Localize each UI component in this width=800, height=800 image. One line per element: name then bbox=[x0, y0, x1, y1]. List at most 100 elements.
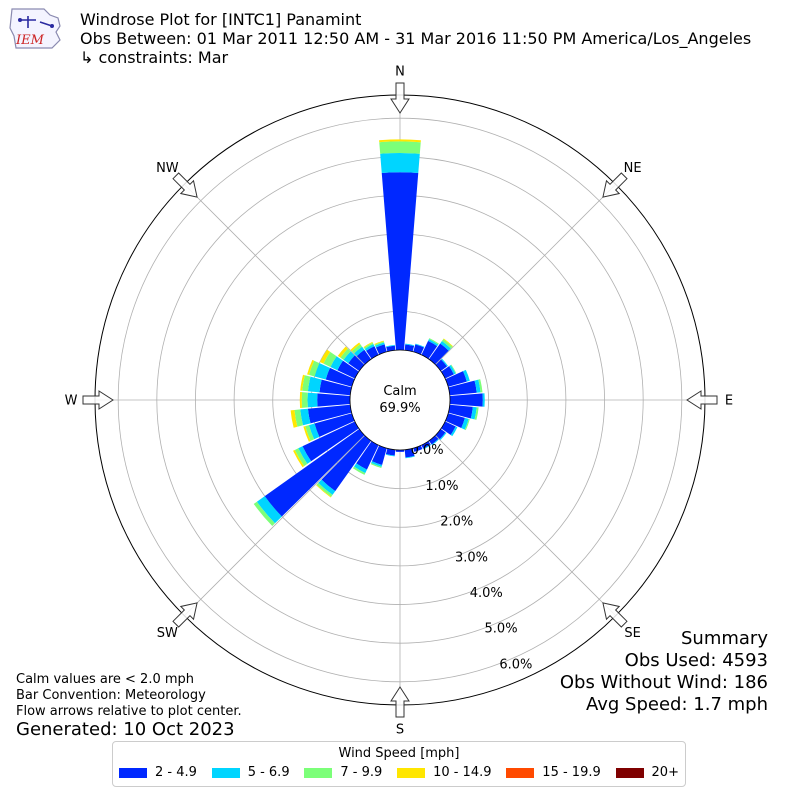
wind-bar-22-0 bbox=[321, 435, 372, 492]
legend-swatch bbox=[506, 767, 535, 778]
flow-arrow bbox=[172, 602, 198, 628]
wind-bar-2-0 bbox=[413, 344, 425, 355]
flow-arrow bbox=[172, 172, 198, 198]
legend-swatch bbox=[615, 767, 644, 778]
wind-bar-6-0 bbox=[441, 366, 454, 379]
grid-spoke bbox=[435, 435, 616, 616]
wind-bar-29-3 bbox=[307, 359, 315, 375]
wind-bar-30-0 bbox=[337, 360, 359, 379]
wind-bar-20-2 bbox=[370, 463, 382, 468]
flow-arrow bbox=[390, 82, 410, 114]
radial-tick-label: 6.0% bbox=[499, 657, 532, 672]
wind-bar-33-1 bbox=[364, 344, 375, 351]
wind-bar-28-0 bbox=[319, 379, 352, 396]
note-calm: Calm values are < 2.0 mph bbox=[16, 672, 195, 687]
wind-bar-8-1 bbox=[474, 379, 481, 393]
generated-date: Generated: 10 Oct 2023 bbox=[16, 719, 235, 740]
wind-bar-28-2 bbox=[302, 375, 311, 392]
chart-subtitle: Obs Between: 01 Mar 2011 12:50 AM - 31 M… bbox=[80, 29, 752, 48]
wind-bar-30-3 bbox=[319, 349, 331, 364]
wind-bar-23-0 bbox=[264, 428, 365, 517]
logo-text: IEM bbox=[15, 33, 45, 48]
legend-label: 2 - 4.9 bbox=[155, 765, 197, 780]
legend-swatch bbox=[304, 767, 333, 778]
flow-arrow bbox=[686, 390, 718, 410]
wind-bar-20-0 bbox=[371, 445, 387, 465]
flow-arrow bbox=[82, 390, 114, 410]
note-arrows: Flow arrows relative to plot center. bbox=[16, 704, 242, 719]
compass-label: SE bbox=[624, 626, 640, 641]
legend-item: 15 - 19.9 bbox=[506, 765, 601, 780]
note-convention: Bar Convention: Meteorology bbox=[16, 688, 206, 703]
wind-bar-2-1 bbox=[415, 343, 425, 348]
wind-bar-7-1 bbox=[463, 369, 470, 382]
wind-bar-4-0 bbox=[428, 343, 449, 365]
wind-bar-33-0 bbox=[366, 346, 379, 359]
wind-bar-33-2 bbox=[363, 342, 374, 349]
calm-value: 69.9% bbox=[379, 401, 420, 416]
flow-arrows bbox=[82, 82, 718, 718]
wind-bar-22-3 bbox=[316, 484, 332, 498]
wind-bar-19-0 bbox=[385, 448, 396, 456]
wind-bar-17-0 bbox=[404, 448, 415, 458]
wind-bar-32-1 bbox=[354, 346, 365, 357]
wind-bar-1-0 bbox=[404, 344, 415, 352]
wind-bar-11-1 bbox=[461, 417, 469, 430]
wind-bar-26-2 bbox=[294, 409, 304, 427]
wind-bar-34-3 bbox=[374, 340, 384, 345]
summary-obs-without-wind: Obs Without Wind: 186 bbox=[559, 672, 768, 693]
wind-bar-35-1 bbox=[386, 344, 395, 348]
wind-bar-27-0 bbox=[317, 393, 351, 407]
legend-swatch bbox=[397, 767, 426, 778]
summary-title: Summary bbox=[681, 628, 768, 649]
legend-label: 10 - 14.9 bbox=[433, 765, 492, 780]
wind-bar-1-1 bbox=[405, 343, 415, 347]
wind-bar-24-1 bbox=[298, 446, 312, 464]
wind-bar-21-0 bbox=[356, 441, 379, 470]
legend-label: 5 - 6.9 bbox=[247, 765, 290, 780]
wind-bar-21-1 bbox=[354, 463, 367, 474]
wind-bar-26-1 bbox=[300, 408, 311, 426]
wind-bar-11-0 bbox=[445, 413, 465, 429]
wind-bar-32-0 bbox=[356, 349, 372, 365]
wind-bar-15-0 bbox=[421, 441, 431, 449]
iem-logo: IEM bbox=[9, 8, 61, 49]
wind-bar-34-0 bbox=[375, 344, 387, 355]
wind-bar-27-1 bbox=[307, 392, 318, 408]
wind-bar-25-3 bbox=[303, 426, 311, 442]
wind-bar-23-1 bbox=[256, 496, 282, 524]
radial-tick-label: 4.0% bbox=[470, 586, 503, 601]
legend-swatch bbox=[119, 767, 147, 778]
wind-bar-11-2 bbox=[464, 418, 470, 431]
wind-bar-30-2 bbox=[323, 351, 337, 367]
wind-bar-4-2 bbox=[441, 339, 453, 349]
wind-bar-3-2 bbox=[428, 338, 439, 345]
flow-arrow bbox=[602, 172, 628, 198]
wind-bar-25-0 bbox=[314, 413, 355, 437]
legend-label: 7 - 9.9 bbox=[340, 765, 383, 780]
wind-bar-14-1 bbox=[431, 438, 439, 446]
grid-spoke bbox=[184, 435, 365, 616]
wind-bar-14-0 bbox=[428, 435, 439, 445]
wind-bar-3-0 bbox=[421, 340, 438, 359]
wind-bar-32-2 bbox=[351, 344, 363, 354]
chart-notes: Calm values are < 2.0 mph Bar Convention… bbox=[16, 672, 242, 720]
wind-bar-26-0 bbox=[307, 404, 352, 424]
radial-tick-label: 5.0% bbox=[485, 622, 518, 637]
wind-bars bbox=[253, 139, 485, 526]
wind-bar-10-0 bbox=[448, 404, 473, 419]
wind-bar-29-0 bbox=[325, 367, 355, 387]
legend-item: 20+ bbox=[615, 765, 679, 780]
wind-bar-34-2 bbox=[374, 341, 385, 346]
wind-bar-13-0 bbox=[435, 428, 446, 440]
wind-bar-12-0 bbox=[441, 421, 456, 435]
chart-constraints: ↳ constraints: Mar bbox=[80, 48, 229, 67]
wind-bar-25-2 bbox=[305, 425, 315, 441]
wind-bar-7-0 bbox=[445, 371, 467, 387]
legend-item: 10 - 14.9 bbox=[397, 765, 492, 780]
legend-item: 7 - 9.9 bbox=[304, 765, 382, 780]
summary-avg-speed: Avg Speed: 1.7 mph bbox=[586, 694, 768, 715]
grid-ring bbox=[117, 117, 683, 683]
wind-bar-16-0 bbox=[413, 445, 423, 452]
